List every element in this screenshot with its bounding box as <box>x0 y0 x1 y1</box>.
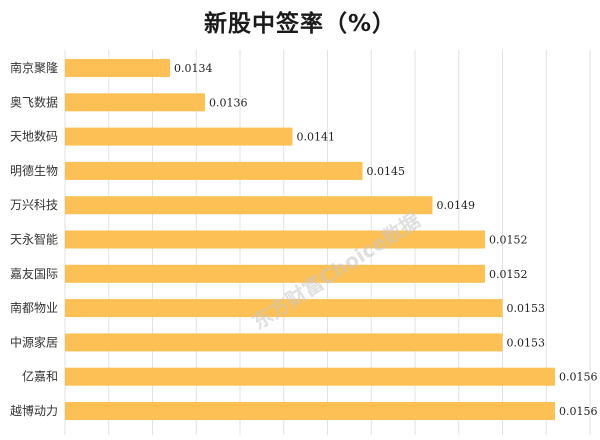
category-labels: 南京聚隆奥飞数据天地数码明德生物万兴科技天永智能嘉友国际南都物业中源家居亿嘉和越… <box>10 60 58 418</box>
bar <box>65 333 503 352</box>
bar <box>65 93 205 112</box>
bar <box>65 402 555 420</box>
category-label: 中源家居 <box>10 334 58 349</box>
value-label: 0.0153 <box>507 302 546 315</box>
category-label: 奥飞数据 <box>10 94 58 109</box>
bar <box>65 230 485 249</box>
bar <box>65 127 293 146</box>
category-label: 南京聚隆 <box>10 60 58 75</box>
bar <box>65 367 555 386</box>
bar <box>65 196 433 215</box>
value-label: 0.0145 <box>367 165 406 178</box>
bar <box>65 59 170 77</box>
value-label: 0.0149 <box>437 199 476 212</box>
value-labels: 0.0134 0.0136 0.0141 0.0145 0.0149 0.0152 0.01… <box>174 62 598 418</box>
category-label: 明德生物 <box>10 163 58 178</box>
category-label: 亿嘉和 <box>22 369 58 384</box>
chart-title: 新股中签率（%） <box>203 11 397 37</box>
value-label: 0.0153 <box>507 336 546 349</box>
value-label: 0.0134 <box>174 62 213 75</box>
value-label: 0.0141 <box>297 131 336 144</box>
category-label: 万兴科技 <box>10 198 58 212</box>
category-label: 天地数码 <box>10 129 58 144</box>
bars <box>65 59 555 420</box>
value-label: 0.0152 <box>489 234 528 247</box>
value-label: 0.0156 <box>559 405 598 418</box>
bar <box>65 161 363 180</box>
bar <box>65 299 503 318</box>
bar <box>65 264 485 283</box>
value-label: 0.0136 <box>209 96 248 109</box>
value-label: 0.0152 <box>489 268 528 281</box>
category-label: 越博动力 <box>10 403 58 418</box>
category-label: 南都物业 <box>10 300 58 315</box>
category-label: 嘉友国际 <box>10 267 58 281</box>
value-label: 0.0156 <box>559 371 598 384</box>
category-label: 天永智能 <box>10 232 58 247</box>
